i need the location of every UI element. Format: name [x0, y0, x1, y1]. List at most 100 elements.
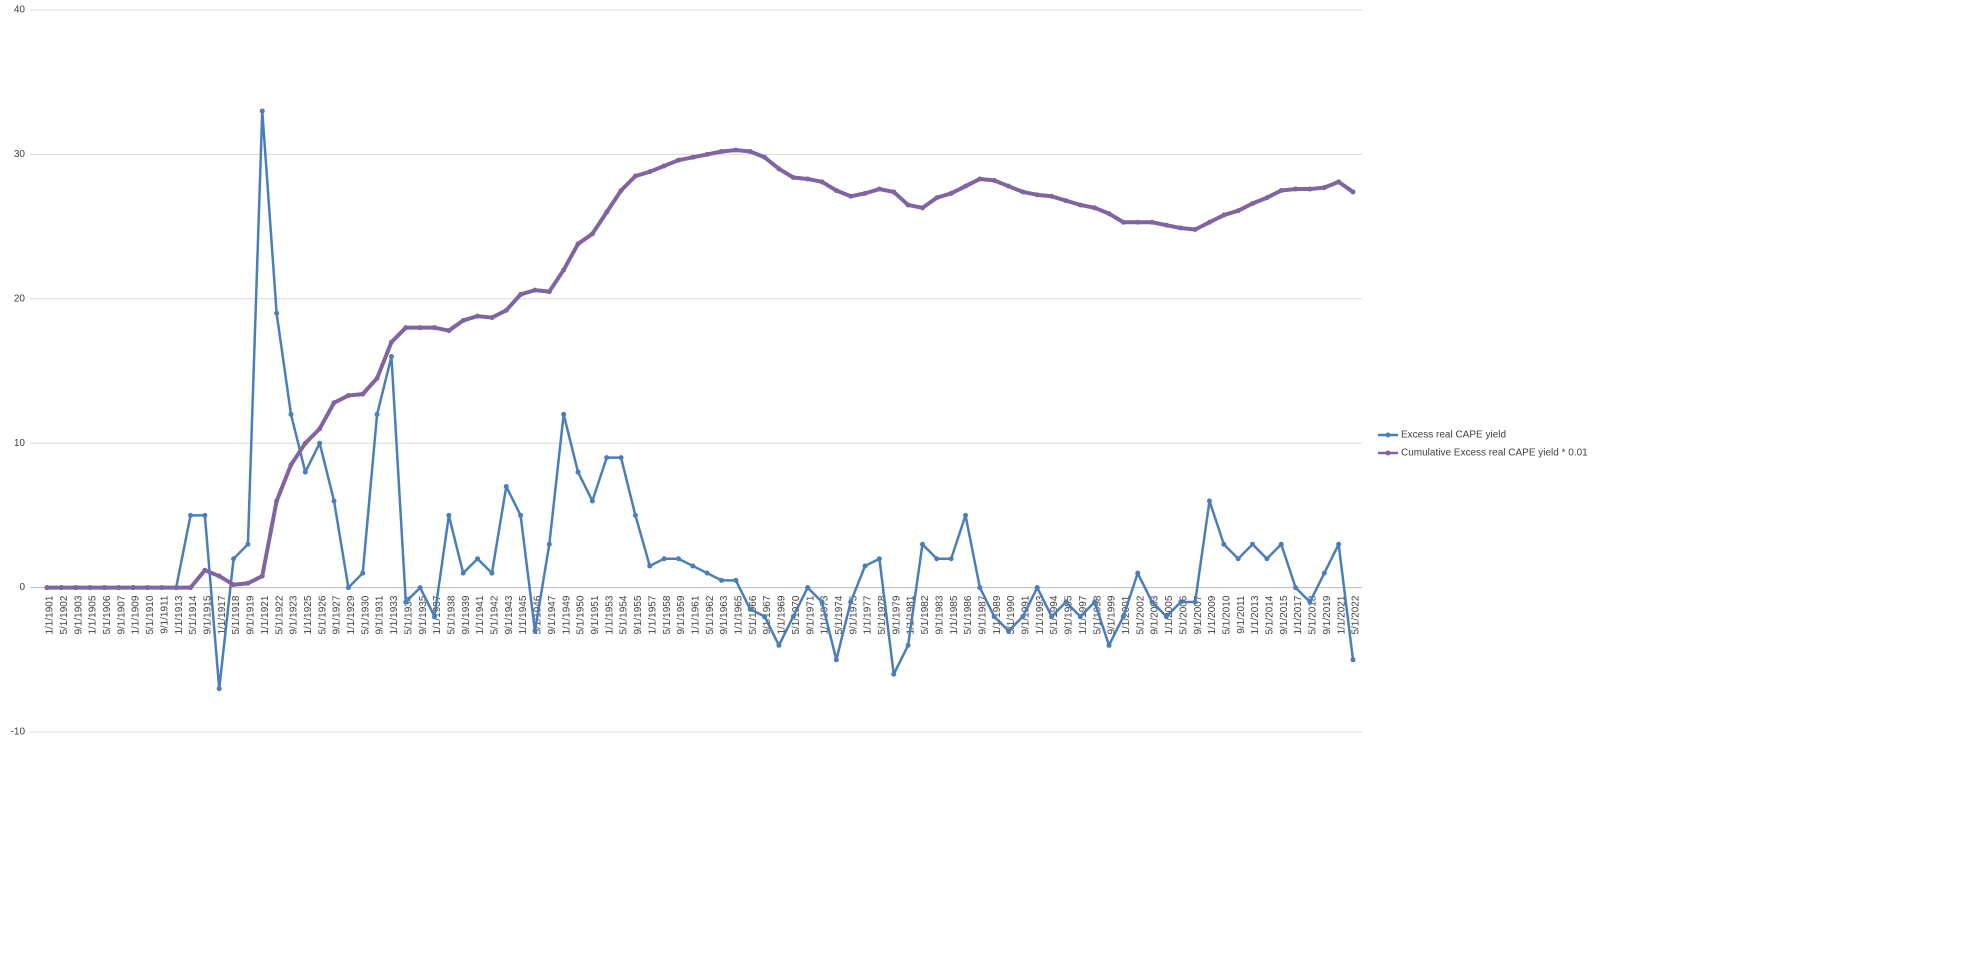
- marker: [661, 163, 667, 169]
- marker: [977, 585, 983, 591]
- x-tick-label: 9/1/1947: [547, 595, 558, 634]
- marker: [87, 585, 93, 591]
- marker: [374, 411, 380, 417]
- legend-label: Cumulative Excess real CAPE yield * 0.01: [1401, 448, 1588, 459]
- marker: [518, 512, 524, 518]
- x-tick-label: 9/1/1903: [73, 595, 84, 634]
- x-tick-label: 9/1/2015: [1279, 595, 1290, 634]
- marker: [776, 166, 782, 172]
- marker: [460, 317, 466, 323]
- legend-marker: [1385, 450, 1391, 456]
- marker: [647, 169, 653, 175]
- marker: [604, 455, 610, 461]
- x-tick-label: 9/1/1999: [1107, 595, 1118, 634]
- marker: [1278, 541, 1284, 547]
- marker: [475, 313, 481, 319]
- legend-label: Excess real CAPE yield: [1401, 430, 1506, 441]
- marker: [1077, 202, 1083, 208]
- marker: [862, 190, 868, 196]
- marker: [475, 556, 481, 562]
- marker: [503, 307, 509, 313]
- x-tick-label: 5/1/1966: [748, 595, 759, 634]
- line: [47, 109, 1355, 690]
- x-tick-label: 9/1/1971: [805, 595, 816, 634]
- marker: [604, 209, 610, 215]
- x-tick-label: 1/1/2013: [1250, 595, 1261, 634]
- marker: [274, 310, 280, 316]
- x-tick-label: 5/1/1938: [446, 595, 457, 634]
- x-tick-label: 5/1/2014: [1265, 595, 1276, 634]
- marker: [1221, 212, 1227, 218]
- x-tick-label: 5/1/1942: [490, 595, 501, 634]
- marker: [1020, 189, 1026, 195]
- marker: [575, 469, 581, 475]
- x-tick-label: 1/1/1921: [260, 595, 271, 634]
- marker: [188, 512, 194, 518]
- marker: [589, 231, 595, 237]
- marker: [1278, 188, 1284, 193]
- x-tick-label: 1/1/1945: [518, 595, 529, 634]
- marker: [288, 411, 294, 417]
- x-tick-label: 1/1/1949: [561, 595, 572, 634]
- marker: [245, 580, 251, 586]
- marker: [948, 190, 954, 196]
- marker: [1149, 219, 1155, 225]
- marker: [991, 177, 997, 183]
- marker: [331, 498, 337, 504]
- x-tick-label: 1/1/1985: [949, 595, 960, 634]
- x-tick-label: 9/1/1915: [203, 595, 214, 634]
- marker: [317, 440, 323, 446]
- x-tick-label: 5/1/1930: [360, 595, 371, 634]
- x-tick-label: 9/1/1983: [934, 595, 945, 634]
- marker: [1293, 186, 1299, 192]
- marker: [1163, 613, 1169, 619]
- marker: [1106, 642, 1112, 648]
- marker: [317, 426, 323, 432]
- marker: [1034, 192, 1040, 198]
- marker: [231, 556, 237, 562]
- marker: [675, 556, 681, 562]
- x-tick-label: 5/1/1970: [791, 595, 802, 634]
- x-tick-label: 1/1/1901: [45, 595, 56, 634]
- marker: [690, 563, 696, 569]
- marker: [1293, 585, 1299, 591]
- marker: [446, 512, 452, 518]
- x-tick-label: 9/1/1919: [246, 595, 257, 634]
- marker: [1049, 613, 1055, 619]
- x-tick-label: 1/1/1925: [303, 595, 314, 634]
- x-tick-label: 5/1/2010: [1221, 595, 1232, 634]
- marker: [1020, 613, 1026, 619]
- marker: [1250, 541, 1256, 547]
- x-tick-label: 9/1/1907: [116, 595, 127, 634]
- x-tick-label: 9/1/2019: [1322, 595, 1333, 634]
- marker: [1235, 208, 1241, 214]
- marker: [360, 391, 366, 397]
- marker: [231, 582, 237, 588]
- marker: [73, 585, 79, 591]
- y-tick-label: 40: [14, 5, 26, 16]
- marker: [1336, 179, 1342, 185]
- marker: [1135, 219, 1141, 225]
- x-tick-label: 5/1/1982: [920, 595, 931, 634]
- x-tick-label: 5/1/1986: [963, 595, 974, 634]
- marker: [489, 315, 495, 321]
- marker: [819, 179, 825, 185]
- marker: [101, 585, 107, 591]
- x-tick-label: 9/1/2003: [1150, 595, 1161, 634]
- marker: [388, 354, 394, 360]
- x-tick-label: 1/1/1929: [346, 595, 357, 634]
- marker: [963, 512, 969, 518]
- marker: [805, 176, 811, 182]
- marker: [561, 267, 567, 273]
- x-tick-label: 5/1/1922: [274, 595, 285, 634]
- x-tick-label: 9/1/1955: [633, 595, 644, 634]
- marker: [1321, 570, 1327, 576]
- x-tick-label: 9/1/1939: [461, 595, 472, 634]
- x-tick-label: 1/1/1941: [475, 595, 486, 634]
- marker: [173, 585, 179, 591]
- x-tick-label: 1/1/2021: [1336, 595, 1347, 634]
- marker: [1221, 541, 1227, 547]
- x-tick-label: 9/1/1995: [1064, 595, 1075, 634]
- y-tick-label: 10: [14, 438, 26, 449]
- marker: [1250, 200, 1256, 206]
